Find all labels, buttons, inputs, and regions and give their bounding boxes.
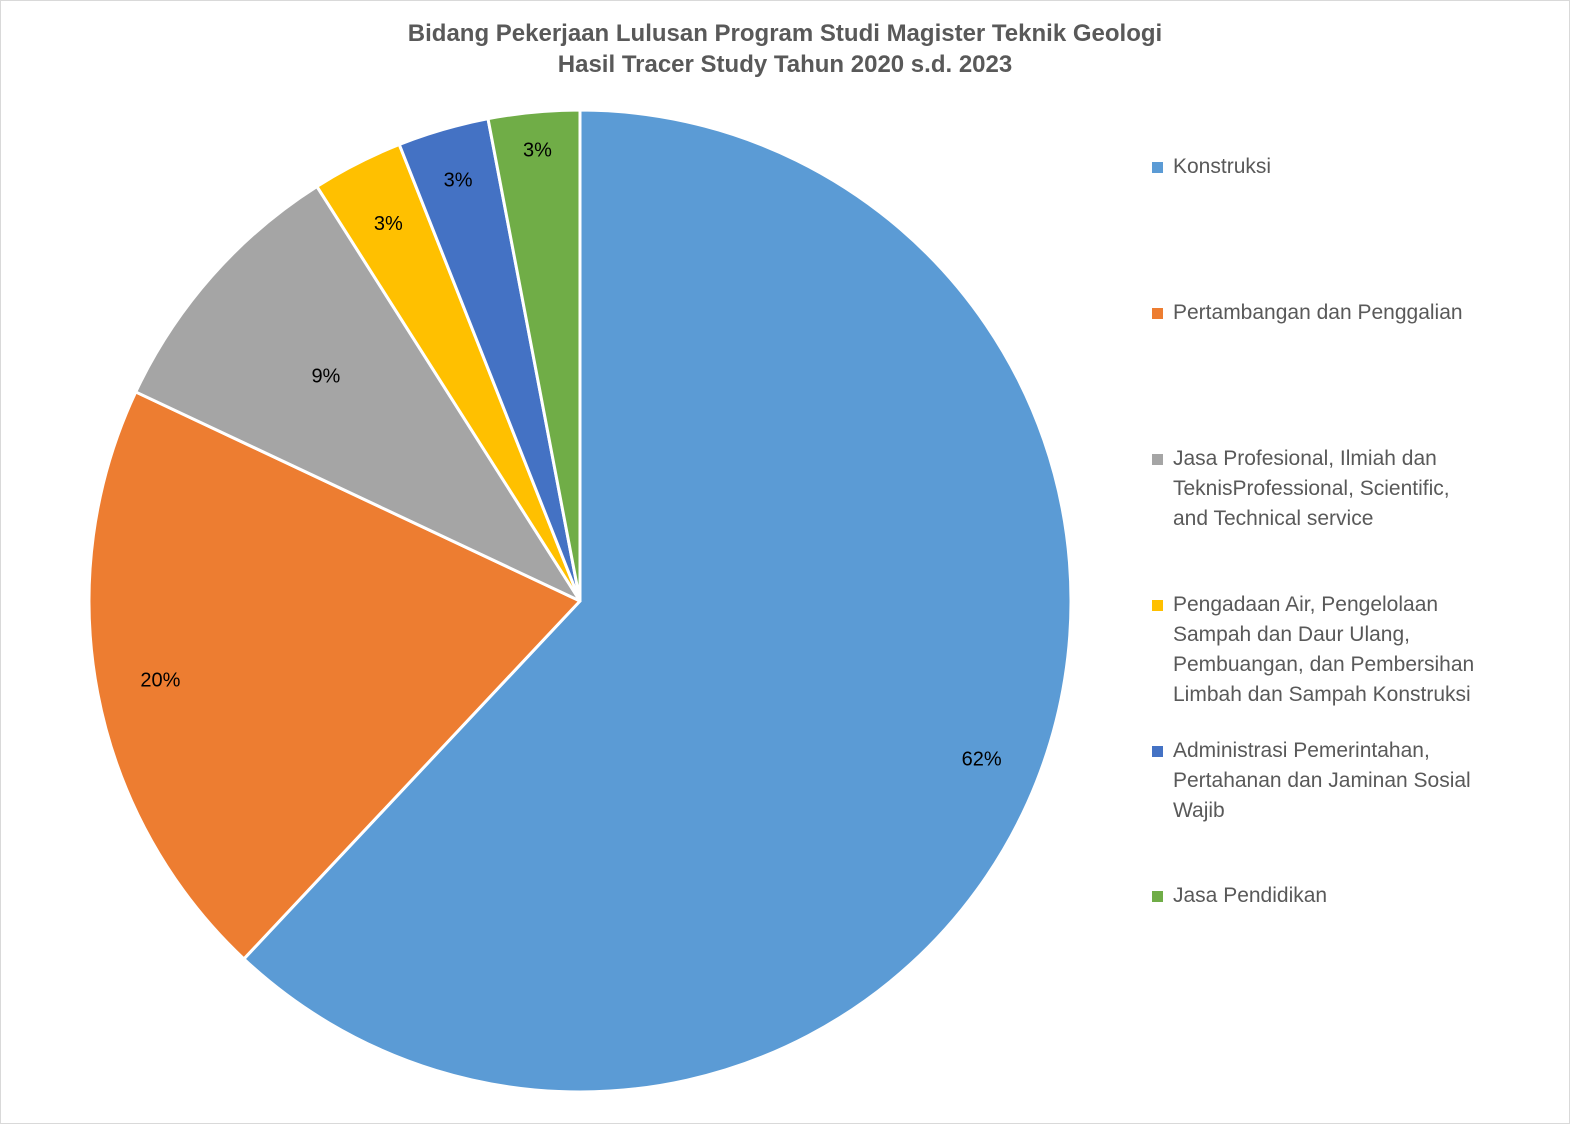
legend-swatch [1152,600,1163,611]
pie-slice-pertambangan-dan-penggalian [87,390,582,961]
data-label-pengadaan-air-pengelolaan-sampah-dan-dau: 3% [374,213,403,235]
legend-label-line: Pertahanan dan Jaminan Sosial [1173,769,1471,792]
legend-label-line: TeknisProfessional, Scientific, [1173,477,1450,500]
legend-swatch [1152,891,1163,902]
legend-label: Konstruksi [1173,152,1533,182]
pie-slice-jasa-profesional-ilmiah-dan-teknisprofes [134,184,582,603]
legend-label-line: Sampah dan Daur Ulang, [1173,623,1410,646]
legend-item: Jasa Profesional, Ilmiah dan TeknisProfes… [1152,444,1552,534]
data-label-jasa-pendidikan: 3% [523,140,552,162]
legend-item: Pertambangan dan Penggalian [1152,298,1552,328]
data-label-pertambangan-dan-penggalian: 20% [140,669,180,691]
legend-label-line: Wajib [1173,799,1225,822]
legend-item: Jasa Pendidikan [1152,881,1552,911]
legend-label: Administrasi Pemerintahan, Pertahanan dan… [1173,736,1533,826]
pie-slices [87,108,1073,1094]
data-label-konstruksi: 62% [962,748,1002,770]
pie-slice-jasa-pendidikan [486,108,582,603]
chart-title-line-1: Bidang Pekerjaan Lulusan Program Studi M… [407,20,1163,47]
legend-swatch [1152,746,1163,757]
legend-label: Pengadaan Air, Pengelolaan Sampah dan Dau… [1173,590,1533,710]
legend-label-line: Pertambangan dan Penggalian [1173,301,1463,324]
legend-label-line: and Technical service [1173,507,1374,530]
legend-label-line: Pengadaan Air, Pengelolaan [1173,593,1439,616]
pie-slice-konstruksi [242,108,1073,1094]
chart-title-line-2: Hasil Tracer Study Tahun 2020 s.d. 2023 [557,51,1013,78]
legend-label-line: Jasa Pendidikan [1173,884,1328,907]
legend-label-line: Administrasi Pemerintahan, [1173,739,1430,762]
legend-label-line: Jasa Profesional, Ilmiah dan [1173,447,1437,470]
legend-item: Pengadaan Air, Pengelolaan Sampah dan Dau… [1152,590,1552,710]
data-label-administrasi-pemerintahan-pertahanan-dan: 3% [444,170,473,192]
chart-title: Bidang Pekerjaan Lulusan Program Studi M… [0,18,1570,80]
legend-label-line: Pembuangan, dan Pembersihan [1173,653,1475,676]
legend-label-line: Konstruksi [1173,155,1272,178]
legend-label: Pertambangan dan Penggalian [1173,298,1533,328]
legend-swatch [1152,454,1163,465]
pie-data-labels: 62% 20% 9% 3% 3% 3% [140,140,1002,771]
legend-label-line: Limbah dan Sampah Konstruksi [1173,683,1471,706]
legend-item: Administrasi Pemerintahan, Pertahanan dan… [1152,736,1552,826]
legend-swatch [1152,162,1163,173]
legend-label: Jasa Profesional, Ilmiah dan TeknisProfes… [1173,444,1533,534]
legend-swatch [1152,308,1163,319]
legend-item: Konstruksi [1152,152,1552,182]
legend-label: Jasa Pendidikan [1173,881,1533,911]
data-label-jasa-profesional-ilmiah-dan-teknisprofes: 9% [311,365,340,387]
